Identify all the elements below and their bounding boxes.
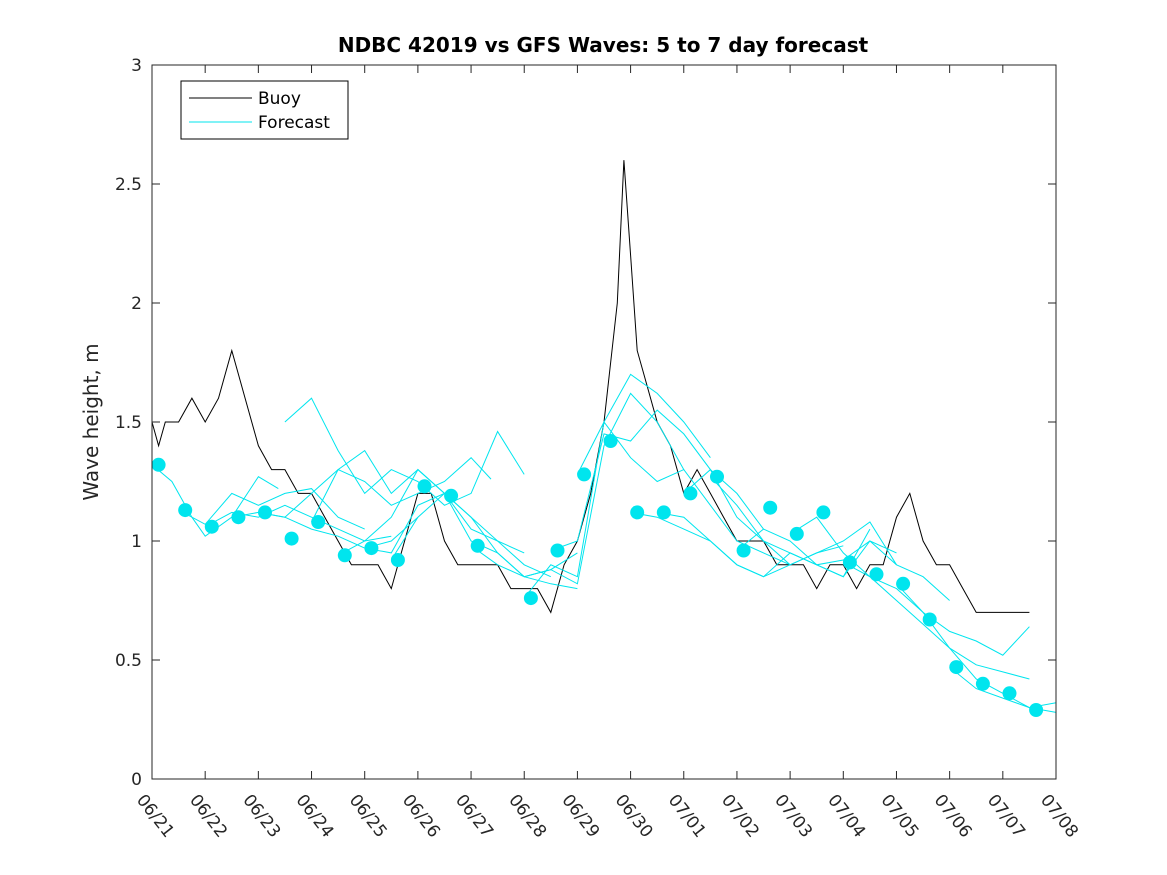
forecast-run-line xyxy=(284,397,525,506)
forecast-point xyxy=(1002,686,1017,701)
y-axis-title: Wave height, m xyxy=(79,343,103,500)
x-tick-label: 06/22 xyxy=(185,791,231,842)
y-tick-label: 3 xyxy=(131,56,142,76)
forecast-run-line xyxy=(204,504,392,542)
forecast-run-line xyxy=(523,373,711,599)
forecast-point xyxy=(390,553,405,567)
forecast-run-line xyxy=(949,666,1057,713)
x-tick-label: 06/29 xyxy=(557,791,603,842)
forecast-point xyxy=(337,548,352,563)
forecast-run-line xyxy=(683,468,897,566)
forecast-run-line xyxy=(470,392,685,585)
x-tick-label: 06/24 xyxy=(292,791,338,842)
forecast-point xyxy=(789,526,804,541)
y-tick-label: 0.5 xyxy=(115,651,142,671)
forecast-point xyxy=(523,591,538,606)
x-tick-label: 06/26 xyxy=(398,791,444,842)
forecast-point xyxy=(603,434,618,448)
x-tick-label: 06/25 xyxy=(345,791,391,842)
y-tick-label: 2.5 xyxy=(115,175,142,195)
forecast-run-line xyxy=(311,449,525,554)
y-tick-label: 2 xyxy=(131,294,142,314)
buoy-series-line xyxy=(151,160,1030,614)
forecast-point xyxy=(1029,703,1044,717)
forecast-run-line xyxy=(789,516,1030,656)
x-tick-label: 07/07 xyxy=(983,791,1029,842)
y-tick-label: 1.5 xyxy=(115,413,142,433)
x-tick-label: 06/23 xyxy=(238,791,284,842)
y-tick-label: 0 xyxy=(131,770,142,790)
y-tick-label: 1 xyxy=(131,532,142,552)
forecast-point xyxy=(630,505,645,520)
forecast-run-line xyxy=(258,457,492,518)
x-tick-label: 06/30 xyxy=(611,791,657,842)
forecast-point xyxy=(231,510,246,525)
forecast-run-line xyxy=(151,464,279,537)
legend-forecast-label: Forecast xyxy=(258,113,330,133)
forecast-point xyxy=(683,486,698,501)
forecast-point xyxy=(736,543,751,558)
x-tick-label: 07/08 xyxy=(1036,791,1082,842)
forecast-point xyxy=(896,576,911,591)
x-tick-label: 07/05 xyxy=(877,791,923,842)
forecast-point xyxy=(151,457,166,472)
forecast-point xyxy=(763,500,778,515)
forecast-run-line xyxy=(657,511,871,578)
legend: Buoy Forecast xyxy=(180,80,349,140)
forecast-point xyxy=(656,505,671,520)
forecast-point xyxy=(284,531,299,546)
forecast-point xyxy=(550,543,565,558)
chart-title: NDBC 42019 vs GFS Waves: 5 to 7 day fore… xyxy=(338,33,869,57)
forecast-run-line xyxy=(736,528,950,601)
forecast-point xyxy=(417,479,432,494)
x-tick-label: 07/03 xyxy=(770,791,816,842)
forecast-point xyxy=(178,503,193,518)
forecast-point xyxy=(816,505,831,520)
x-tick-label: 07/04 xyxy=(823,791,869,842)
x-tick-label: 07/01 xyxy=(664,791,710,842)
forecast-point xyxy=(975,676,990,691)
legend-box xyxy=(180,80,349,140)
forecast-point xyxy=(577,467,592,482)
x-tick-label: 06/27 xyxy=(451,791,497,842)
forecast-run-line xyxy=(843,561,1030,680)
forecast-run-line xyxy=(710,476,897,566)
forecast-run-line xyxy=(178,488,365,530)
forecast-point xyxy=(364,541,379,556)
x-tick-label: 06/21 xyxy=(132,791,178,842)
x-tick-label: 06/28 xyxy=(504,791,550,842)
forecast-point xyxy=(949,660,964,675)
x-tick-label: 07/02 xyxy=(717,791,763,842)
forecast-run-line xyxy=(550,409,764,551)
forecast-point xyxy=(204,519,219,534)
x-tick-label: 07/06 xyxy=(930,791,976,842)
legend-buoy-label: Buoy xyxy=(258,89,301,109)
forecast-run-line xyxy=(576,421,791,566)
series-layer xyxy=(151,160,1057,717)
forecast-run-line xyxy=(630,511,844,578)
forecast-run-line xyxy=(390,492,578,590)
